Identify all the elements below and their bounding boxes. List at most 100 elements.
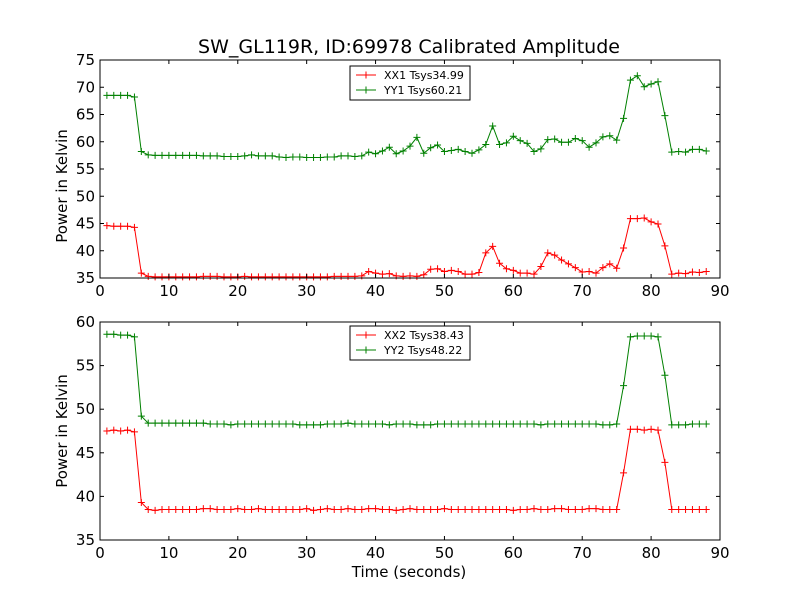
data-point <box>420 421 428 429</box>
data-point <box>254 420 262 428</box>
x-tick-label: 20 <box>228 282 247 300</box>
data-point <box>695 420 703 428</box>
data-point <box>585 267 593 275</box>
data-point <box>378 147 386 155</box>
data-point <box>268 505 276 513</box>
data-point <box>220 505 228 513</box>
data-point <box>413 421 421 429</box>
x-tick-label: 60 <box>504 282 523 300</box>
y-tick-label: 35 <box>76 269 95 287</box>
data-point <box>461 148 469 156</box>
data-point <box>434 505 442 513</box>
data-point <box>502 420 510 428</box>
data-point <box>385 270 393 278</box>
data-point <box>489 505 497 513</box>
data-point <box>254 273 262 281</box>
data-point <box>310 154 318 162</box>
data-point <box>179 151 187 159</box>
data-point <box>585 505 593 513</box>
data-point <box>316 273 324 281</box>
data-point <box>592 139 600 147</box>
data-point <box>454 267 462 275</box>
data-point <box>468 149 476 157</box>
data-point <box>365 267 373 275</box>
data-point <box>199 505 207 513</box>
data-point <box>420 149 428 157</box>
data-point <box>640 332 648 340</box>
legend: XX1 Tsys34.99 YY1 Tsys60.21 <box>349 65 471 101</box>
data-point <box>268 273 276 281</box>
data-point <box>282 154 290 162</box>
data-point <box>179 505 187 513</box>
data-point <box>137 269 145 277</box>
data-point <box>144 505 152 513</box>
data-point <box>668 505 676 513</box>
data-point <box>626 333 634 341</box>
data-point <box>482 140 490 148</box>
data-point <box>475 269 483 277</box>
data-point <box>654 426 662 434</box>
data-point <box>571 264 579 272</box>
data-point <box>571 134 579 142</box>
data-point <box>578 137 586 145</box>
data-point <box>330 420 338 428</box>
legend: XX2 Tsys38.43 YY2 Tsys48.22 <box>349 325 471 361</box>
data-point <box>606 132 614 140</box>
data-point <box>688 420 696 428</box>
data-point <box>158 419 166 427</box>
data-point <box>213 152 221 160</box>
data-point <box>523 269 531 277</box>
data-point <box>447 505 455 513</box>
data-point <box>165 151 173 159</box>
data-point <box>206 505 214 513</box>
data-point <box>365 420 373 428</box>
data-point <box>323 505 331 513</box>
data-point <box>365 148 373 156</box>
x-tick-label: 30 <box>297 282 316 300</box>
data-point <box>248 505 256 513</box>
data-point <box>633 215 641 223</box>
data-point <box>227 273 235 281</box>
data-point <box>103 427 111 435</box>
data-point <box>296 505 304 513</box>
data-point <box>413 505 421 513</box>
legend-box <box>349 325 471 361</box>
data-point <box>351 272 359 280</box>
legend-box <box>349 65 471 101</box>
data-point <box>103 330 111 338</box>
data-point <box>385 143 393 151</box>
data-point <box>199 419 207 427</box>
data-point <box>668 148 676 156</box>
data-point <box>275 273 283 281</box>
x-tick-label: 0 <box>95 544 105 562</box>
data-point <box>399 147 407 155</box>
chart-title: SW_GL119R, ID:69978 Calibrated Amplitude <box>198 36 620 58</box>
data-point <box>454 420 462 428</box>
data-point <box>620 244 628 252</box>
data-point <box>695 505 703 513</box>
data-point <box>172 273 180 281</box>
x-tick-label: 20 <box>228 544 247 562</box>
data-point <box>537 145 545 153</box>
data-point <box>702 505 710 513</box>
data-point <box>516 269 524 277</box>
data-point <box>392 506 400 514</box>
data-point <box>688 145 696 153</box>
data-point <box>551 505 559 513</box>
data-point <box>254 152 262 160</box>
data-point <box>254 505 262 513</box>
data-point <box>213 505 221 513</box>
data-point <box>103 91 111 99</box>
data-point <box>110 426 118 434</box>
data-point <box>654 78 662 86</box>
data-point <box>516 137 524 145</box>
data-point <box>585 143 593 151</box>
data-point <box>248 420 256 428</box>
data-point <box>661 242 669 250</box>
data-point <box>323 153 331 161</box>
data-point <box>289 420 297 428</box>
x-tick-label: 10 <box>159 544 178 562</box>
data-point <box>688 268 696 276</box>
data-point <box>303 505 311 513</box>
data-point <box>468 505 476 513</box>
